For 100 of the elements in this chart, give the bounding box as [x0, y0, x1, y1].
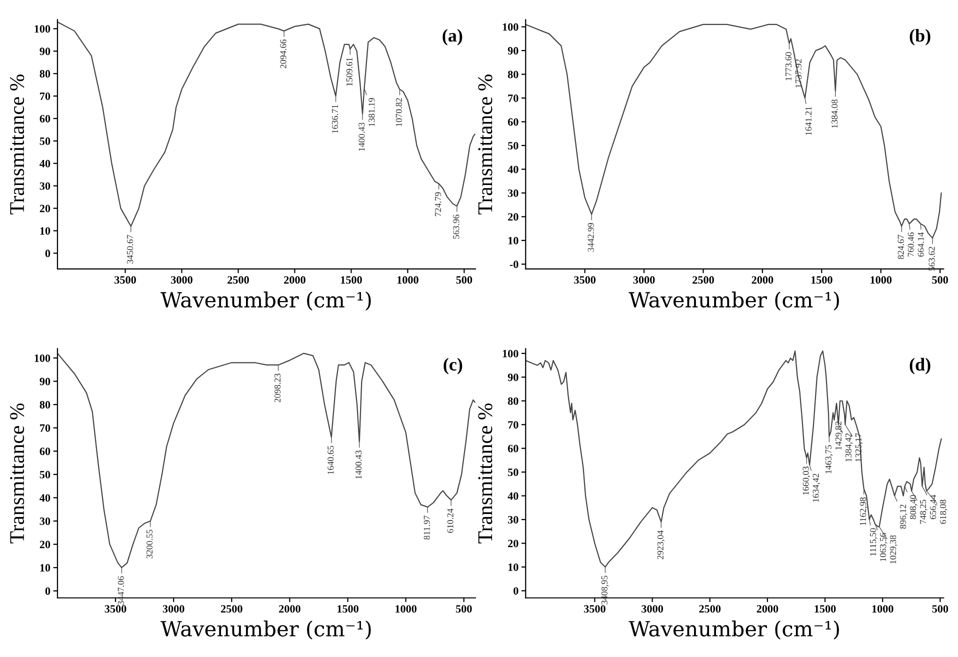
x-tick-label: 3000 — [642, 605, 663, 613]
y-tick-label: 100 — [502, 350, 518, 358]
y-tick-label: 80 — [508, 397, 518, 405]
annotation: 3408,95 — [601, 576, 609, 604]
annotation: 3450.67 — [127, 234, 134, 264]
y-tick-label: 30 — [40, 517, 50, 525]
y-tick-label: 40 — [40, 494, 50, 502]
annotation: 724.79 — [434, 192, 442, 216]
x-tick-label: 2500 — [221, 605, 242, 613]
annotation: 1115,50 — [870, 528, 878, 556]
x-tick-label: 3000 — [162, 605, 184, 613]
x-tick-label: 1500 — [340, 276, 362, 284]
annotation: 2094.66 — [280, 40, 286, 68]
y-tick-label: 20 — [40, 540, 50, 548]
annotation: 808,40 — [910, 495, 918, 520]
annotation: 1325,17 — [855, 433, 863, 462]
annotation: 1509.61 — [346, 58, 352, 86]
y-tick-label: 80 — [40, 401, 50, 409]
x-tick-label: 2000 — [279, 605, 300, 613]
y-tick-label: 100 — [34, 354, 50, 362]
x-tick-label: 2000 — [752, 276, 774, 284]
y-tick-label: 10 — [40, 227, 50, 235]
x-tick-label: 500 — [456, 276, 472, 284]
x-tick-label: 2500 — [692, 276, 714, 284]
x-tick-label: 3500 — [574, 276, 596, 284]
annotation: 1737.92 — [795, 59, 802, 88]
y-tick-label: 80 — [508, 70, 518, 78]
y-tick-label: 30 — [508, 516, 518, 524]
annotation: 1162,98 — [860, 497, 868, 526]
y-axis-title: Transmittance % — [10, 403, 24, 544]
annotation: 3442.99 — [588, 223, 594, 252]
annotation: 2098.23 — [274, 374, 281, 402]
y-tick-label: 60 — [40, 114, 50, 122]
chart-title: (c) — [444, 358, 462, 374]
y-tick-label: 70 — [40, 424, 50, 432]
y-tick-label: 60 — [40, 448, 50, 456]
annotation: 1384.08 — [832, 100, 838, 128]
x-tick-label: 500 — [932, 276, 948, 284]
y-tick-label: 90 — [40, 48, 50, 56]
annotation: 896,12 — [900, 504, 908, 529]
y-tick-label: 90 — [508, 374, 518, 382]
annotation: 1773.60 — [785, 52, 792, 80]
x-axis-title: Wavenumber (cm⁻¹) — [628, 620, 839, 640]
chart-title: (b) — [910, 28, 930, 46]
y-tick-label: 0 — [45, 587, 50, 595]
x-tick-label: 1500 — [811, 276, 832, 284]
y-tick-label: 70 — [40, 92, 50, 100]
chart-title: (d) — [910, 358, 930, 374]
x-tick-label: 1500 — [814, 605, 836, 613]
annotation: 563.62 — [928, 246, 935, 271]
y-tick-label: 80 — [40, 70, 50, 78]
x-tick-label: 500 — [456, 605, 472, 613]
annotation: 1660,03 — [802, 466, 810, 495]
y-axis-title: Transmittance % — [10, 74, 24, 214]
annotation: 3447.06 — [118, 576, 124, 605]
annotation: 1063,56 — [880, 532, 888, 562]
y-tick-label: 50 — [508, 142, 518, 150]
y-tick-label: 40 — [508, 166, 518, 174]
annotation: 824.67 — [898, 234, 904, 260]
x-tick-label: 1000 — [870, 276, 892, 284]
y-tick-label: 100 — [502, 23, 518, 31]
annotation: 664.14 — [918, 232, 924, 257]
annotation: 2923,04 — [657, 530, 665, 560]
y-tick-label: 0 — [45, 250, 50, 258]
chart-title: (a) — [442, 28, 462, 46]
x-tick-label: 1000 — [397, 276, 418, 284]
x-axis-title: Wavenumber (cm⁻¹) — [160, 620, 371, 640]
y-tick-label: 90 — [40, 378, 50, 386]
annotation: 760.46 — [908, 232, 914, 256]
x-tick-label: 3500 — [584, 605, 606, 613]
x-tick-label: 1000 — [872, 605, 894, 613]
x-tick-label: 2500 — [228, 276, 249, 284]
x-tick-label: 1500 — [338, 605, 358, 613]
y-tick-label: 20 — [40, 204, 50, 212]
annotation: 811.97 — [424, 516, 430, 540]
y-tick-label: 0 — [514, 587, 518, 595]
x-tick-label: 3500 — [104, 605, 126, 613]
annotation: 1636.71 — [332, 104, 338, 133]
x-tick-label: 2000 — [756, 605, 778, 613]
y-tick-label: 50 — [40, 137, 50, 145]
y-tick-label: 10 — [508, 563, 518, 571]
x-tick-label: 3500 — [114, 276, 136, 284]
y-tick-label: 40 — [40, 160, 50, 168]
y-axis-title: Transmittance % — [478, 403, 492, 544]
annotation: 610.24 — [447, 508, 454, 533]
x-tick-label: 1000 — [396, 605, 416, 613]
y-tick-label: 70 — [508, 421, 518, 429]
y-tick-label: 60 — [508, 444, 518, 452]
annotation: 1640.65 — [328, 446, 334, 474]
x-tick-label: 3000 — [633, 276, 655, 284]
x-tick-label: 500 — [932, 605, 948, 613]
annotation: 618,08 — [940, 500, 948, 524]
y-tick-label: -0 — [510, 260, 518, 268]
y-tick-label: 40 — [508, 492, 518, 500]
annotation: 1641.21 — [805, 106, 812, 135]
y-tick-label: 20 — [508, 540, 518, 548]
y-tick-label: 60 — [508, 118, 518, 126]
x-tick-label: 2500 — [699, 605, 721, 613]
annotation: 1463,75 — [825, 445, 833, 474]
y-tick-label: 30 — [40, 182, 50, 190]
